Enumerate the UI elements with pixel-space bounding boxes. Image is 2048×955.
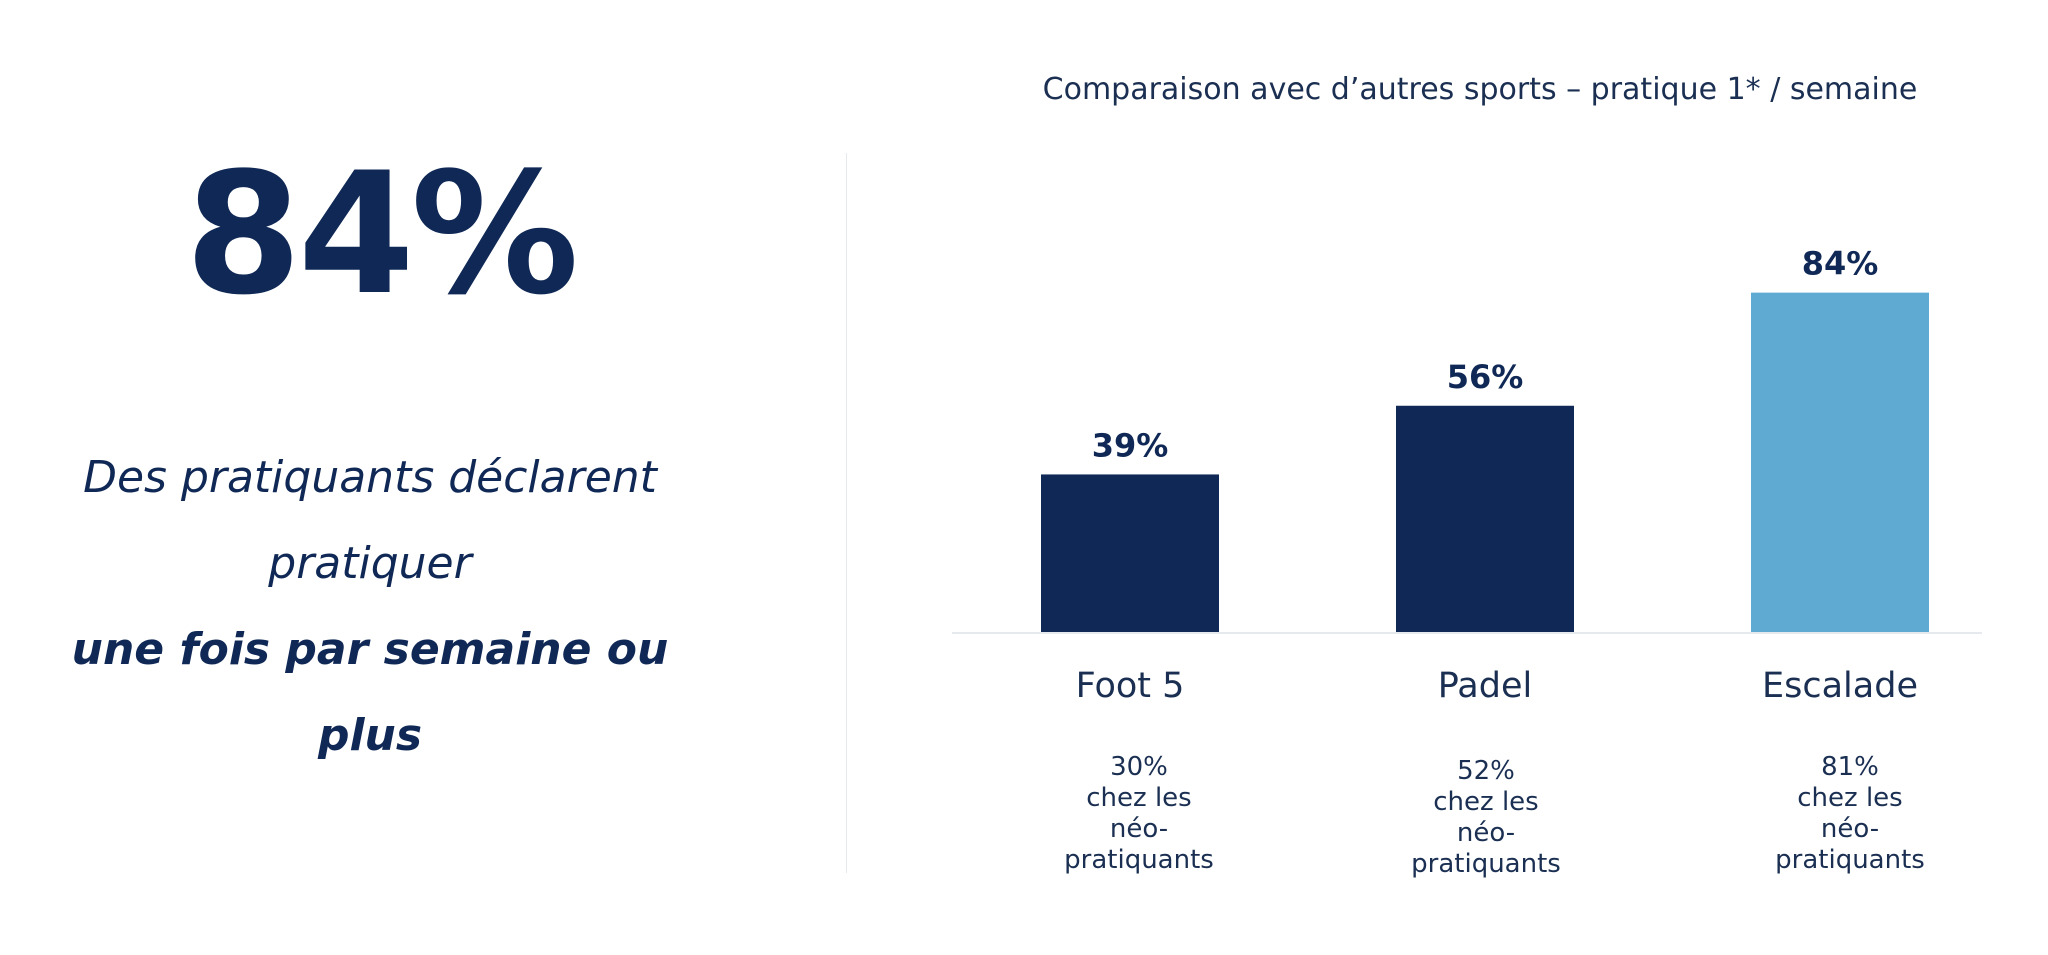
note-line: pratiquants <box>1775 845 1925 875</box>
chart-title: Comparaison avec d’autres sports – prati… <box>1042 72 1918 107</box>
category-label-padel: Padel <box>1438 666 1532 706</box>
bar-escalade <box>1751 292 1929 632</box>
note-line: chez les <box>1086 783 1192 813</box>
description-line-2: pratiquer <box>268 538 472 589</box>
value-label-foot-5: 39% <box>1092 426 1169 464</box>
category-label-escalade: Escalade <box>1762 666 1918 706</box>
description-line-4: plus <box>317 710 423 761</box>
headline-description: Des pratiquants déclarent pratiquer une … <box>20 435 720 779</box>
value-label-escalade: 84% <box>1802 245 1879 283</box>
note-line: pratiquants <box>1064 845 1214 875</box>
category-label-foot-5: Foot 5 <box>1076 666 1185 706</box>
headline-panel: 84% Des pratiquants déclarent pratiquer … <box>0 0 760 955</box>
description-line-1: Des pratiquants déclarent <box>83 452 657 503</box>
note-line: pratiquants <box>1411 849 1561 879</box>
headline-stat: 84% <box>184 136 579 332</box>
panel-divider <box>846 153 847 873</box>
note-line: néo- <box>1820 814 1880 844</box>
bar-foot-5 <box>1041 474 1219 632</box>
note-escalade: 81% chez les néo- pratiquants <box>1730 752 1970 876</box>
note-line: chez les <box>1433 787 1539 817</box>
bar-padel <box>1396 405 1574 632</box>
bars-layer: 39% Foot 5 56% Padel 84% Escalade <box>1041 245 1929 706</box>
note-line: néo- <box>1109 814 1169 844</box>
note-line: néo- <box>1456 818 1516 848</box>
note-value: 81% <box>1821 752 1879 782</box>
value-label-padel: 56% <box>1447 358 1524 396</box>
description-line-3: une fois par semaine ou <box>71 624 669 675</box>
note-padel: 52% chez les néo- pratiquants <box>1366 756 1606 880</box>
note-value: 52% <box>1457 756 1515 786</box>
note-foot-5: 30% chez les néo- pratiquants <box>1019 752 1259 876</box>
note-value: 30% <box>1110 752 1168 782</box>
note-line: chez les <box>1797 783 1903 813</box>
